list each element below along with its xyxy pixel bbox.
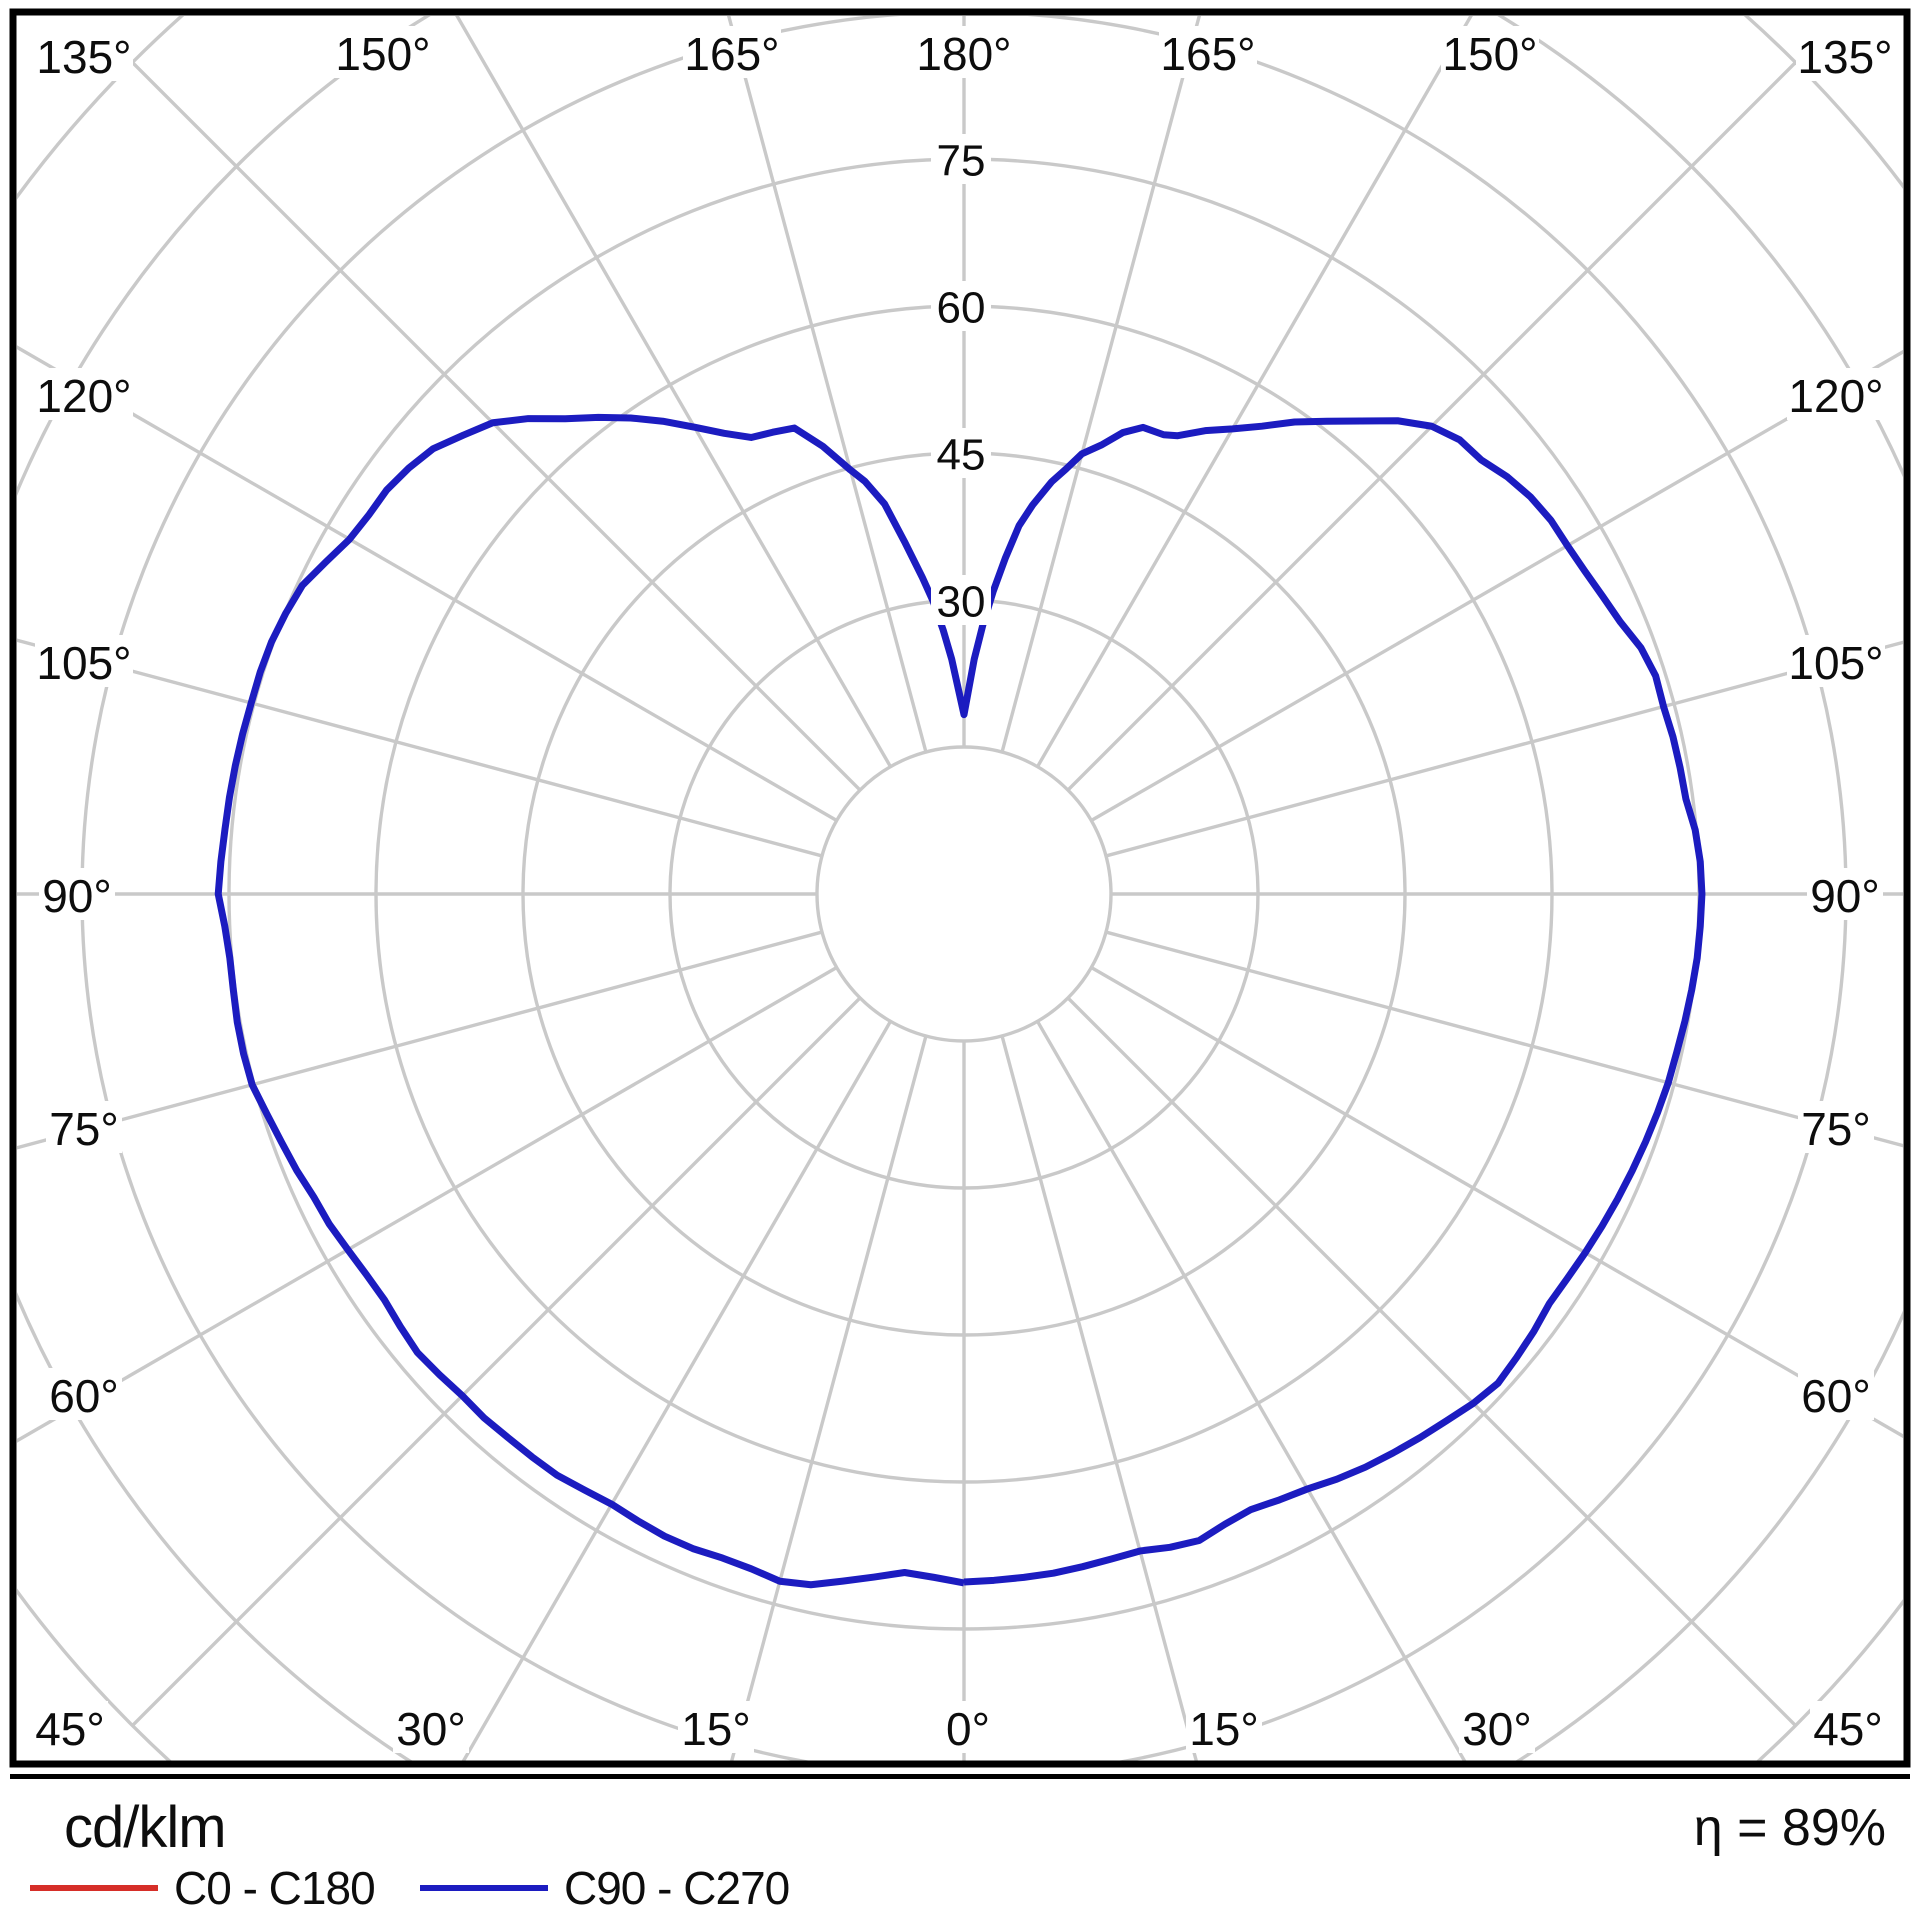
angle-label-box [1459,1701,1535,1753]
angle-label-165L: 165° [684,28,779,80]
angle-label-box [35,635,133,687]
angle-label-box [1798,1368,1874,1420]
angle-label-135L: 135° [36,31,131,83]
grid-spoke-225 [131,61,862,792]
grid-spoke-15 [1000,1035,1199,1761]
radial-label-box [931,134,991,184]
angle-label-105L: 105° [36,637,131,689]
angle-label-90L: 90° [42,870,112,922]
grid-spoke-330 [461,1020,892,1761]
angle-label-box [32,1701,108,1753]
angle-label-45R: 45° [1813,1703,1883,1755]
grid-spoke-195 [726,16,928,753]
radial-label-45: 45 [937,431,986,480]
legend: C0 - C180 C90 - C270 [0,1860,1920,1916]
angle-label-165R: 165° [1160,28,1255,80]
angle-label-30R: 30° [1462,1703,1532,1755]
angle-label-0: 0° [946,1703,990,1755]
angle-label-120L: 120° [36,370,131,422]
angle-label-135R: 135° [1797,31,1892,83]
grid-spoke-75 [1105,930,1903,1148]
grid-spoke-150 [1036,16,1473,768]
radial-label-30: 30 [937,578,986,627]
angle-label-box [1159,26,1257,78]
radial-label-box [931,575,991,625]
angle-label-box [35,29,133,81]
polar-plot-canvas: 30 45 60 75 180° 165° 165° 150° 150° 135° 135° 120°… [9,8,1911,1768]
grid-spoke-45 [1066,996,1797,1727]
angle-label-120R: 120° [1788,370,1883,422]
angle-label-box [678,1701,754,1753]
angle-label-15R: 15° [1189,1703,1259,1755]
angle-label-box [35,368,133,420]
curve-C90-C270 [214,413,1706,1589]
radial-label-box [931,281,991,331]
legend-swatch-c90-c270 [420,1885,548,1891]
grid-spoke-285 [17,930,823,1150]
footer: cd/klm η = 89% C0 - C180 C90 - C270 [0,1786,1920,1920]
angle-label-150R: 150° [1442,28,1537,80]
angle-label-box [46,1368,122,1420]
angle-label-box [1807,868,1883,920]
legend-swatch-c0-c180 [30,1885,158,1891]
grid-spoke-255 [17,638,823,858]
angle-label-box [941,1701,995,1753]
angle-label-90R: 90° [1810,870,1880,922]
radial-label-box [931,428,991,478]
angle-label-box [1810,1701,1886,1753]
grid-spoke-315 [131,996,862,1727]
angle-label-30L: 30° [396,1703,466,1755]
unit-label: cd/klm [64,1795,227,1860]
angle-label-box [1787,368,1885,420]
angle-label-box [39,868,115,920]
angle-label-150L: 150° [335,28,430,80]
angle-label-box [1798,1101,1874,1153]
angle-label-75R: 75° [1801,1103,1871,1155]
efficiency-value: η = 89% [1693,1799,1886,1857]
angle-label-180: 180° [916,28,1011,80]
angle-label-box [46,1101,122,1153]
angle-label-box [1787,635,1885,687]
grid-spoke-210 [455,16,892,768]
angle-label-60L: 60° [49,1370,119,1422]
angle-label-box [1441,26,1539,78]
footer-divider-line [10,1774,1910,1779]
radial-label-75: 75 [937,137,986,186]
angle-label-45L: 45° [35,1703,105,1755]
angle-label-75L: 75° [49,1103,119,1155]
angle-label-box [393,1701,469,1753]
legend-item-c90-c270: C90 - C270 [420,1860,790,1916]
angle-label-box [915,26,1013,78]
angle-label-105R: 105° [1788,637,1883,689]
grid-spoke-30 [1036,1020,1467,1761]
grid-spoke-105 [1105,640,1903,858]
angle-label-15L: 15° [681,1703,751,1755]
angle-label-box [1186,1701,1262,1753]
legend-item-c0-c180: C0 - C180 [30,1860,376,1916]
legend-label-c90-c270: C90 - C270 [564,1862,790,1914]
radial-label-60: 60 [937,284,986,333]
angle-label-box [334,26,432,78]
legend-label-c0-c180: C0 - C180 [174,1862,376,1914]
angle-label-box [683,26,781,78]
angle-label-60R: 60° [1801,1370,1871,1422]
grid-spoke-165 [1000,16,1202,753]
angle-label-box [1796,29,1894,81]
plot-frame [9,8,1911,1768]
grid-spoke-345 [729,1035,928,1761]
